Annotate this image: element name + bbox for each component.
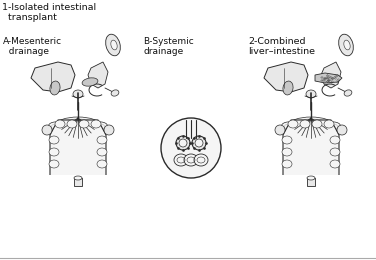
Polygon shape <box>307 178 315 186</box>
Circle shape <box>192 136 206 150</box>
Ellipse shape <box>330 148 340 156</box>
Ellipse shape <box>307 176 315 180</box>
Ellipse shape <box>282 148 292 156</box>
Ellipse shape <box>308 158 335 172</box>
Ellipse shape <box>79 120 89 128</box>
Ellipse shape <box>287 132 319 146</box>
Ellipse shape <box>111 40 117 50</box>
Ellipse shape <box>56 117 100 133</box>
Ellipse shape <box>82 78 98 86</box>
Ellipse shape <box>293 153 329 167</box>
Ellipse shape <box>74 176 82 180</box>
Ellipse shape <box>97 160 107 168</box>
Ellipse shape <box>73 90 83 98</box>
Ellipse shape <box>300 120 310 128</box>
Polygon shape <box>264 62 308 92</box>
Ellipse shape <box>282 160 292 168</box>
Ellipse shape <box>306 122 341 138</box>
Ellipse shape <box>70 132 102 146</box>
Ellipse shape <box>306 90 316 98</box>
Circle shape <box>195 139 203 147</box>
Polygon shape <box>31 62 75 92</box>
Ellipse shape <box>97 148 107 156</box>
Text: 1-Isolated intestinal
  transplant: 1-Isolated intestinal transplant <box>2 3 96 22</box>
Ellipse shape <box>49 160 59 168</box>
Ellipse shape <box>42 125 52 135</box>
Circle shape <box>176 136 190 150</box>
Ellipse shape <box>282 136 292 144</box>
Ellipse shape <box>282 122 317 138</box>
Ellipse shape <box>60 153 96 167</box>
Ellipse shape <box>111 90 119 96</box>
Ellipse shape <box>288 120 298 128</box>
Text: B-Systemic
drainage: B-Systemic drainage <box>143 37 194 56</box>
Polygon shape <box>88 62 108 88</box>
Ellipse shape <box>194 154 208 166</box>
Ellipse shape <box>55 158 82 172</box>
Ellipse shape <box>287 158 315 172</box>
Ellipse shape <box>337 125 347 135</box>
Ellipse shape <box>58 140 98 154</box>
Ellipse shape <box>184 154 198 166</box>
Ellipse shape <box>50 81 60 95</box>
Circle shape <box>161 118 221 178</box>
Ellipse shape <box>79 146 105 160</box>
Text: 2-Combined
liver–intestine: 2-Combined liver–intestine <box>248 37 315 56</box>
Ellipse shape <box>54 132 86 146</box>
Ellipse shape <box>312 120 322 128</box>
Ellipse shape <box>289 117 333 133</box>
Ellipse shape <box>51 146 77 160</box>
Ellipse shape <box>55 120 65 128</box>
Polygon shape <box>321 62 341 88</box>
Ellipse shape <box>344 90 352 96</box>
Ellipse shape <box>104 125 114 135</box>
Ellipse shape <box>91 120 101 128</box>
Ellipse shape <box>339 34 353 56</box>
Ellipse shape <box>291 140 331 154</box>
Ellipse shape <box>275 125 285 135</box>
Ellipse shape <box>303 132 335 146</box>
Ellipse shape <box>344 40 350 50</box>
Ellipse shape <box>49 148 59 156</box>
Ellipse shape <box>49 122 83 138</box>
Polygon shape <box>50 120 106 175</box>
Circle shape <box>179 139 187 147</box>
Polygon shape <box>283 120 339 175</box>
Ellipse shape <box>67 120 77 128</box>
Ellipse shape <box>284 146 310 160</box>
Polygon shape <box>315 73 342 83</box>
Ellipse shape <box>324 120 334 128</box>
Ellipse shape <box>330 160 340 168</box>
Ellipse shape <box>330 136 340 144</box>
Ellipse shape <box>283 81 293 95</box>
Ellipse shape <box>174 154 188 166</box>
Polygon shape <box>74 178 82 186</box>
Ellipse shape <box>49 136 59 144</box>
Ellipse shape <box>74 158 102 172</box>
Text: A-Mesenteric
  drainage: A-Mesenteric drainage <box>3 37 62 56</box>
Ellipse shape <box>73 122 108 138</box>
Ellipse shape <box>312 146 338 160</box>
Ellipse shape <box>97 136 107 144</box>
Ellipse shape <box>106 34 120 56</box>
